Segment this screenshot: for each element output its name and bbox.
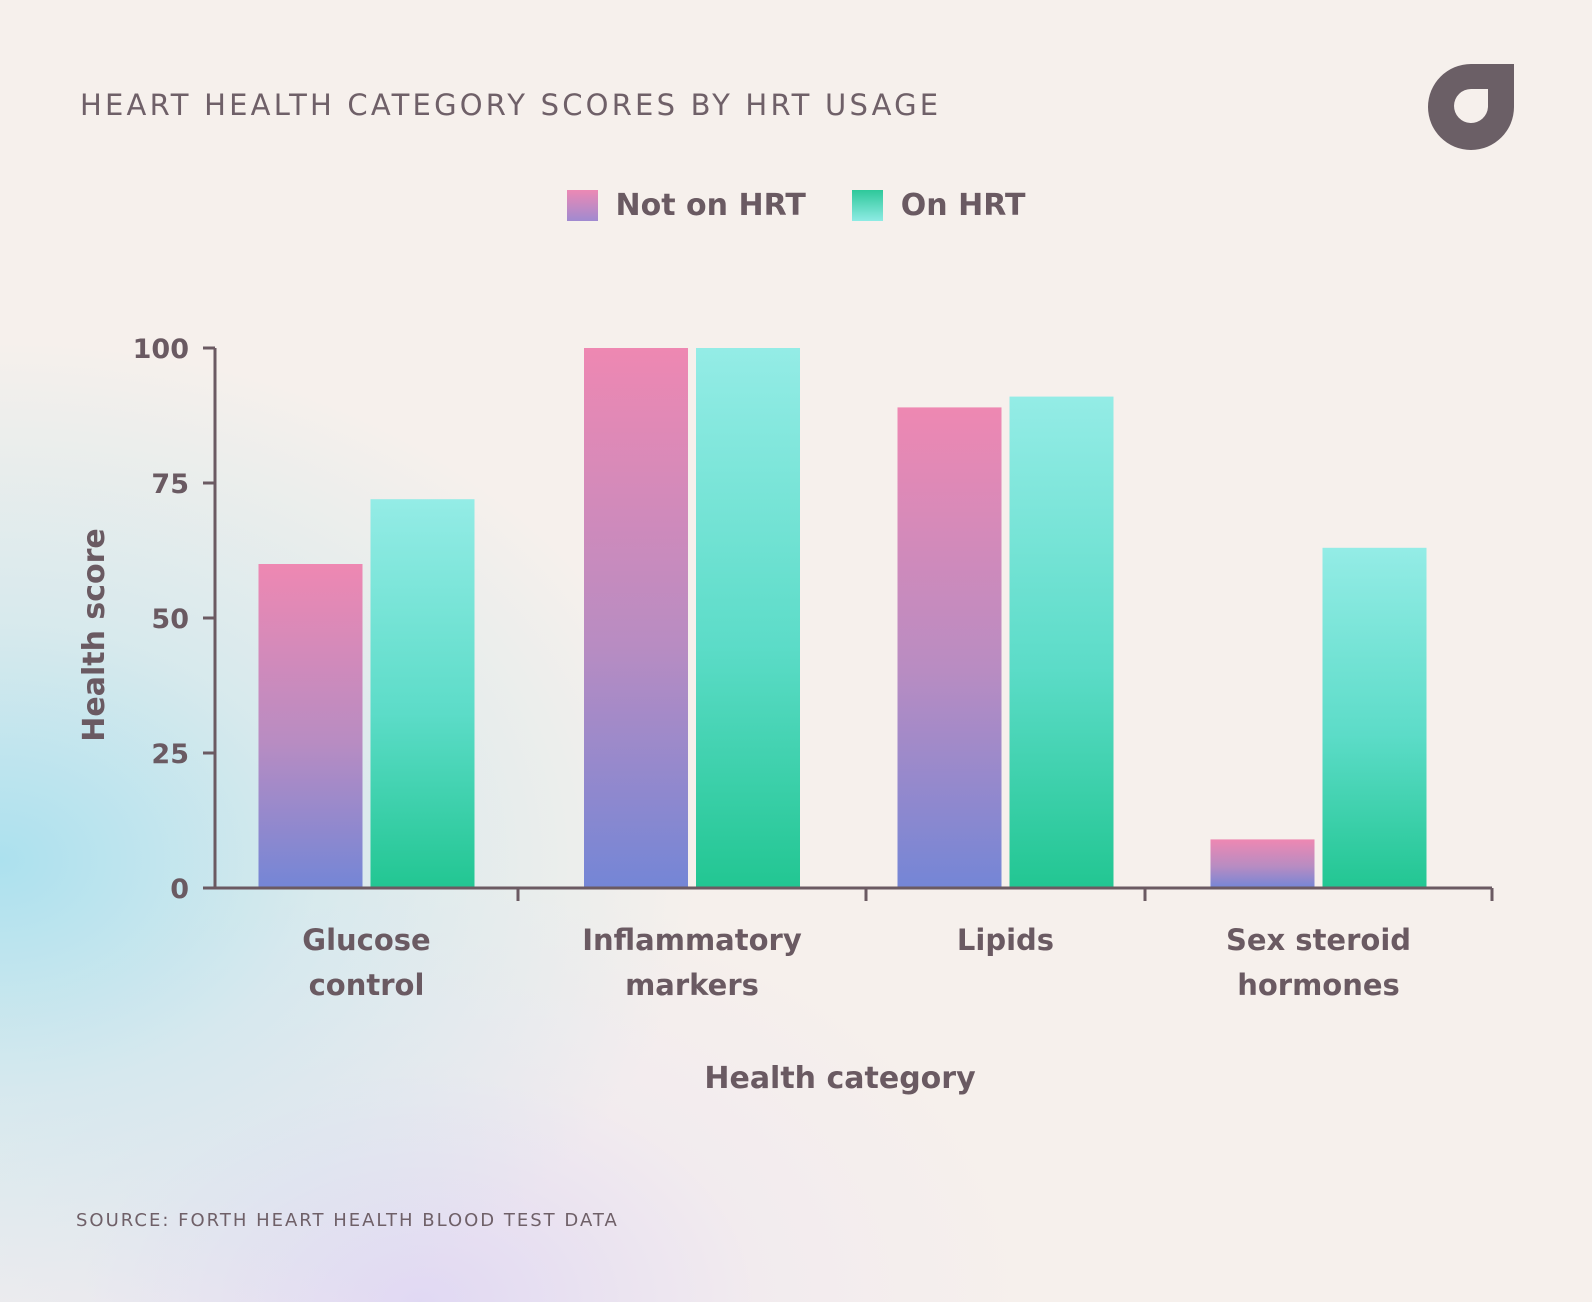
forth-logo-icon — [1428, 64, 1514, 150]
y-axis-title: Health score — [77, 528, 112, 742]
y-tick-label: 75 — [151, 469, 189, 500]
x-category-label-line: Inflammatory — [582, 923, 802, 957]
x-category-label-line: Glucose — [302, 923, 430, 957]
bar-on-hrt[interactable] — [1009, 396, 1114, 888]
legend: Not on HRT On HRT — [0, 188, 1592, 223]
bar-chart: 0 25 50 75 100 Glucose control Inflammatory mar… — [77, 334, 1494, 1096]
y-tick-label: 0 — [170, 874, 189, 905]
x-category-label-line: hormones — [1237, 968, 1400, 1002]
bar-not-on-hrt[interactable] — [258, 564, 363, 888]
x-category-label-line: control — [309, 968, 425, 1002]
y-tick-label: 100 — [133, 334, 189, 365]
logo-shape — [1428, 64, 1514, 150]
x-category-label-line: Lipids — [957, 923, 1054, 957]
x-category-label: Glucose control — [302, 923, 430, 1002]
y-tick-label: 50 — [151, 604, 189, 635]
bar-on-hrt[interactable] — [370, 499, 475, 888]
x-category-label-line: markers — [625, 968, 759, 1002]
chart-title: HEART HEALTH CATEGORY SCORES BY HRT USAG… — [80, 88, 942, 122]
legend-swatch-on-hrt — [851, 190, 883, 221]
legend-item-on-hrt[interactable]: On HRT — [851, 188, 1026, 223]
x-axis-labels: Glucose control Inflammatory markers Lipids S… — [302, 923, 1411, 1002]
bars — [258, 348, 1427, 888]
bar-on-hrt[interactable] — [1322, 547, 1427, 888]
legend-item-not-on-hrt[interactable]: Not on HRT — [566, 188, 806, 223]
source-note: SOURCE: FORTH HEART HEALTH BLOOD TEST DA… — [76, 1210, 619, 1231]
x-category-label: Inflammatory markers — [582, 923, 802, 1002]
x-category-label: Sex steroid hormones — [1226, 923, 1411, 1002]
legend-label-not-on-hrt: Not on HRT — [615, 188, 806, 223]
axes — [203, 348, 1494, 901]
bar-not-on-hrt[interactable] — [584, 348, 688, 888]
y-tick-label: 25 — [151, 739, 189, 770]
y-axis-ticks: 0 25 50 75 100 — [133, 334, 215, 905]
x-axis-title: Health category — [704, 1061, 976, 1096]
legend-swatch-not-on-hrt — [566, 190, 598, 221]
bar-not-on-hrt[interactable] — [1210, 839, 1315, 888]
x-category-label-line: Sex steroid — [1226, 923, 1411, 957]
x-category-label: Lipids — [957, 923, 1054, 957]
bar-on-hrt[interactable] — [696, 348, 800, 888]
bar-not-on-hrt[interactable] — [897, 407, 1002, 888]
legend-label-on-hrt: On HRT — [900, 188, 1026, 223]
